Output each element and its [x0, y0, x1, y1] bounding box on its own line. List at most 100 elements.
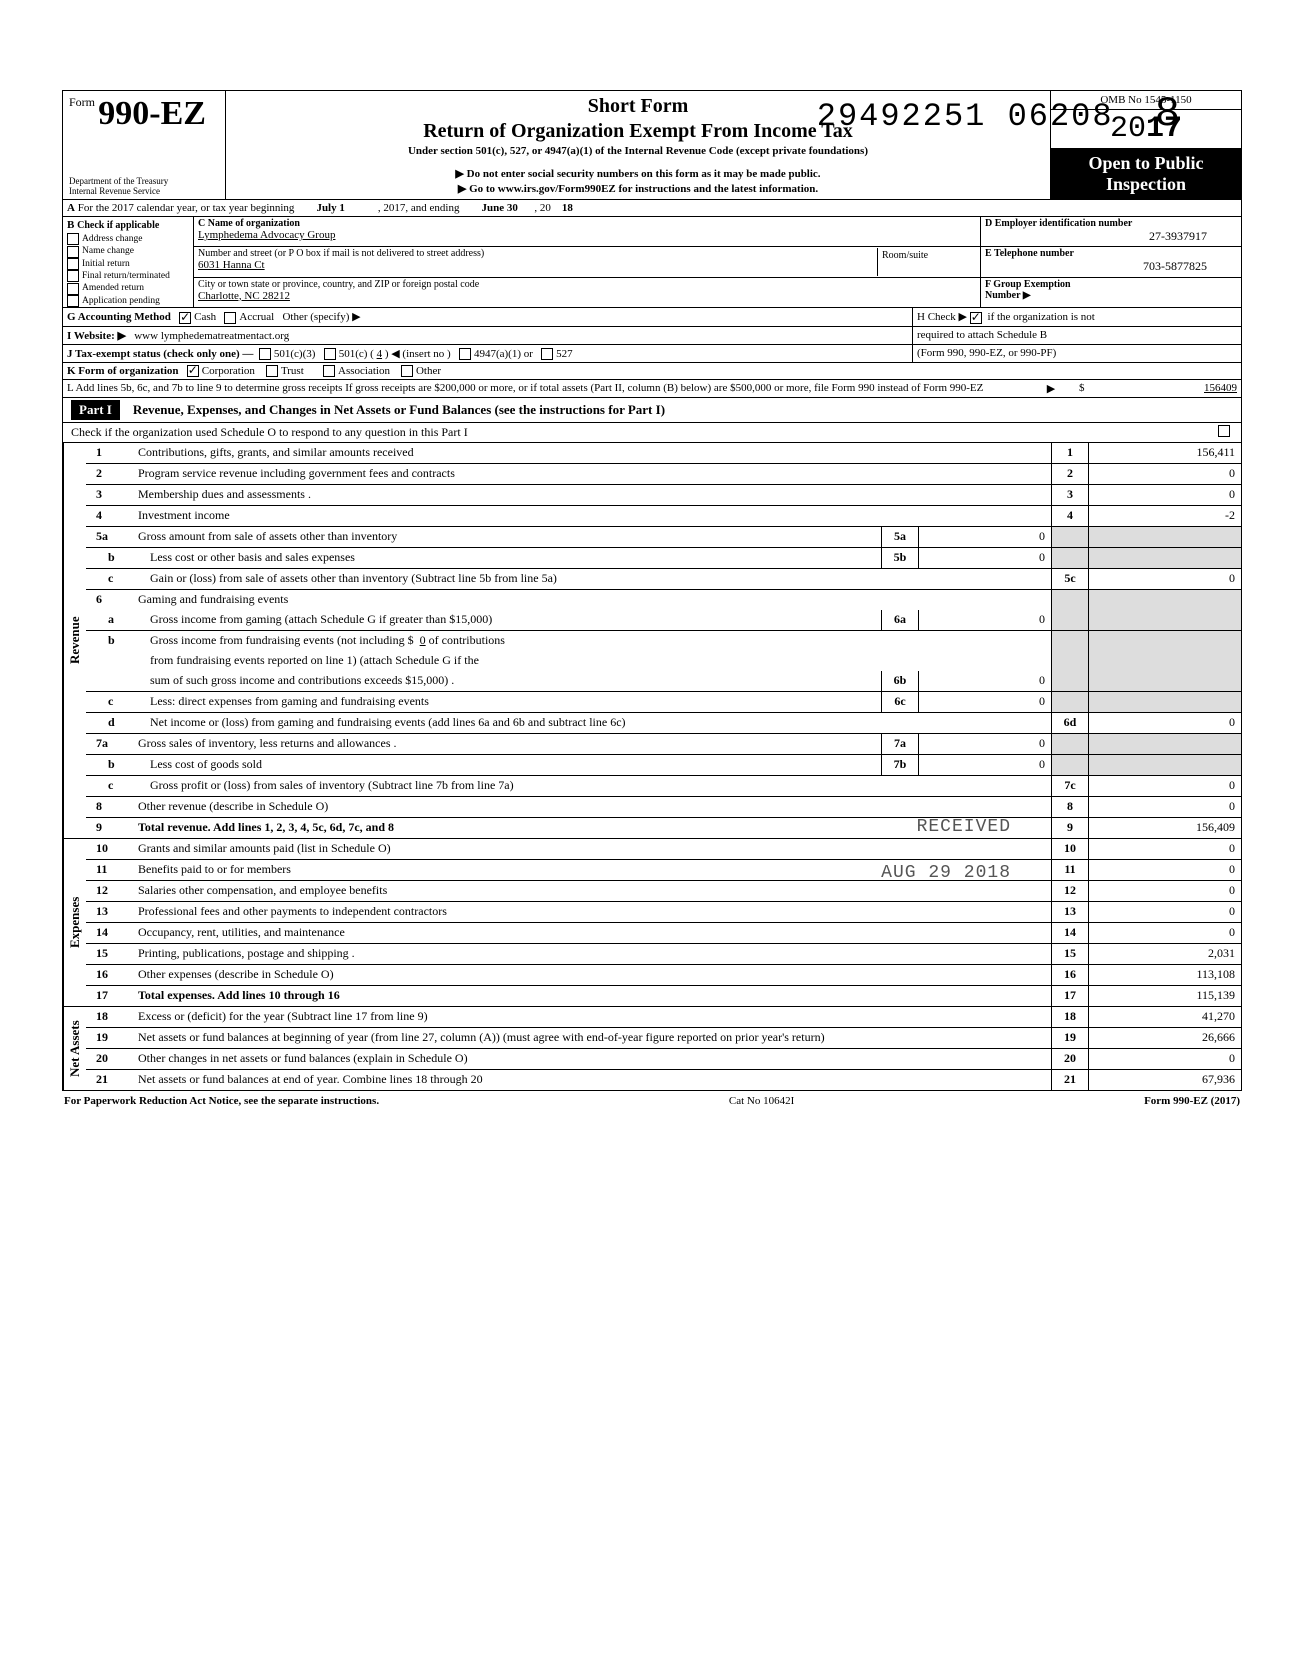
- chk-part1-scho[interactable]: [1218, 425, 1230, 437]
- r12-d: Salaries other compensation, and employe…: [134, 881, 1051, 901]
- r13-rv: 0: [1088, 902, 1241, 922]
- r5b-mv: 0: [918, 548, 1051, 568]
- open-to-public: Open to Public Inspection: [1051, 149, 1241, 199]
- form-word: Form: [69, 95, 95, 109]
- r5b-d: Less cost or other basis and sales expen…: [146, 548, 881, 568]
- r17-n: 17: [86, 986, 134, 1006]
- r6d-n: d: [86, 713, 146, 733]
- chk-final-return[interactable]: [67, 270, 79, 282]
- part1-title: Revenue, Expenses, and Changes in Net As…: [133, 402, 665, 417]
- chk-address-change[interactable]: [67, 233, 79, 245]
- k-o2: Trust: [281, 365, 304, 377]
- r5a-mn: 5a: [881, 527, 918, 547]
- r17-rv: 115,139: [1088, 986, 1241, 1006]
- r13-d: Professional fees and other payments to …: [134, 902, 1051, 922]
- line-a-yr: 18: [562, 202, 573, 214]
- chk-initial-return[interactable]: [67, 258, 79, 270]
- r20-n: 20: [86, 1049, 134, 1069]
- r6c-shv: [1088, 692, 1241, 712]
- line-a-label: A: [67, 202, 75, 214]
- r6b-sh2: [1051, 671, 1088, 691]
- r18-rv: 41,270: [1088, 1007, 1241, 1027]
- opt-name-change: Name change: [82, 245, 134, 257]
- j-o4: 527: [556, 348, 573, 360]
- dept-line2: Internal Revenue Service: [69, 186, 160, 196]
- chk-association[interactable]: [323, 365, 335, 377]
- r6b-d1: Gross income from fundraising events (no…: [146, 631, 1051, 651]
- r6b-shv1: [1088, 651, 1241, 671]
- chk-h[interactable]: [970, 312, 982, 324]
- r6c-mn: 6c: [881, 692, 918, 712]
- r1-rv: 156,411: [1088, 443, 1241, 463]
- opt-address-change: Address change: [82, 233, 142, 245]
- r7c-d: Gross profit or (loss) from sales of inv…: [146, 776, 1051, 796]
- r4-d: Investment income: [134, 506, 1051, 526]
- h-text1: H Check ▶: [917, 311, 967, 323]
- k-o1: Corporation: [202, 365, 255, 377]
- k-o4: Other: [416, 365, 441, 377]
- r5a-shv: [1088, 527, 1241, 547]
- j-o2: 501(c) (: [339, 348, 374, 360]
- r5c-rn: 5c: [1051, 569, 1088, 589]
- r6b-sh0: [1051, 631, 1088, 651]
- chk-cash[interactable]: [179, 312, 191, 324]
- chk-amended-return[interactable]: [67, 283, 79, 295]
- chk-527[interactable]: [541, 348, 553, 360]
- chk-corporation[interactable]: [187, 365, 199, 377]
- b-sub: Check if applicable: [77, 220, 159, 231]
- netassets-section: Net Assets 18Excess or (deficit) for the…: [62, 1007, 1242, 1091]
- chk-application-pending[interactable]: [67, 295, 79, 307]
- footer-left: For Paperwork Reduction Act Notice, see …: [64, 1095, 379, 1107]
- grp-label: F Group Exemption: [985, 279, 1237, 290]
- r6d-rv: 0: [1088, 713, 1241, 733]
- opt-amended-return: Amended return: [82, 282, 144, 294]
- r16-rv: 113,108: [1088, 965, 1241, 985]
- chk-501c3[interactable]: [259, 348, 271, 360]
- chk-501c[interactable]: [324, 348, 336, 360]
- r7a-mv: 0: [918, 734, 1051, 754]
- h-text2: if the organization is not: [988, 311, 1095, 323]
- r6b-mn: 6b: [881, 671, 918, 691]
- open-line1: Open to Public: [1051, 153, 1241, 174]
- open-line2: Inspection: [1051, 174, 1241, 195]
- r6b-mv: 0: [918, 671, 1051, 691]
- r12-rv: 0: [1088, 881, 1241, 901]
- line-j: J Tax-exempt status (check only one) — 5…: [62, 345, 1242, 363]
- r5c-d: Gain or (loss) from sale of assets other…: [146, 569, 1051, 589]
- chk-other-org[interactable]: [401, 365, 413, 377]
- chk-trust[interactable]: [266, 365, 278, 377]
- under-section: Under section 501(c), 527, or 4947(a)(1)…: [234, 145, 1042, 157]
- r2-rv: 0: [1088, 464, 1241, 484]
- line-a-end: June 30: [481, 202, 517, 214]
- r21-d: Net assets or fund balances at end of ye…: [134, 1070, 1051, 1090]
- r8-d: Other revenue (describe in Schedule O): [134, 797, 1051, 817]
- line-g: G Accounting Method Cash Accrual Other (…: [62, 308, 1242, 326]
- r11-rn: 11: [1051, 860, 1088, 880]
- r6b-sh1: [1051, 651, 1088, 671]
- tel-label: E Telephone number: [985, 248, 1237, 259]
- footer-mid: Cat No 10642I: [729, 1095, 794, 1107]
- g-label: G Accounting Method: [67, 311, 171, 323]
- r6-sh: [1051, 590, 1088, 610]
- chk-4947[interactable]: [459, 348, 471, 360]
- r4-rv: -2: [1088, 506, 1241, 526]
- r6-shv: [1088, 590, 1241, 610]
- r15-rn: 15: [1051, 944, 1088, 964]
- chk-accrual[interactable]: [224, 312, 236, 324]
- r5a-sh: [1051, 527, 1088, 547]
- r9-n: 9: [86, 818, 134, 838]
- r13-n: 13: [86, 902, 134, 922]
- dept-line1: Department of the Treasury: [69, 176, 168, 186]
- r7a-d: Gross sales of inventory, less returns a…: [134, 734, 881, 754]
- line-a-begin: July 1: [316, 202, 344, 214]
- goto-note: ▶ Go to www.irs.gov/Form990EZ for instru…: [234, 182, 1042, 195]
- j-o2n: 4: [377, 348, 383, 360]
- r6a-mn: 6a: [881, 610, 918, 630]
- section-d: D Employer identification number 27-3937…: [981, 217, 1241, 307]
- chk-name-change[interactable]: [67, 246, 79, 258]
- r5a-n: 5a: [86, 527, 134, 547]
- j-o3: 4947(a)(1) or: [474, 348, 533, 360]
- opt-final-return: Final return/terminated: [82, 270, 170, 282]
- r5b-sh: [1051, 548, 1088, 568]
- r11-n: 11: [86, 860, 134, 880]
